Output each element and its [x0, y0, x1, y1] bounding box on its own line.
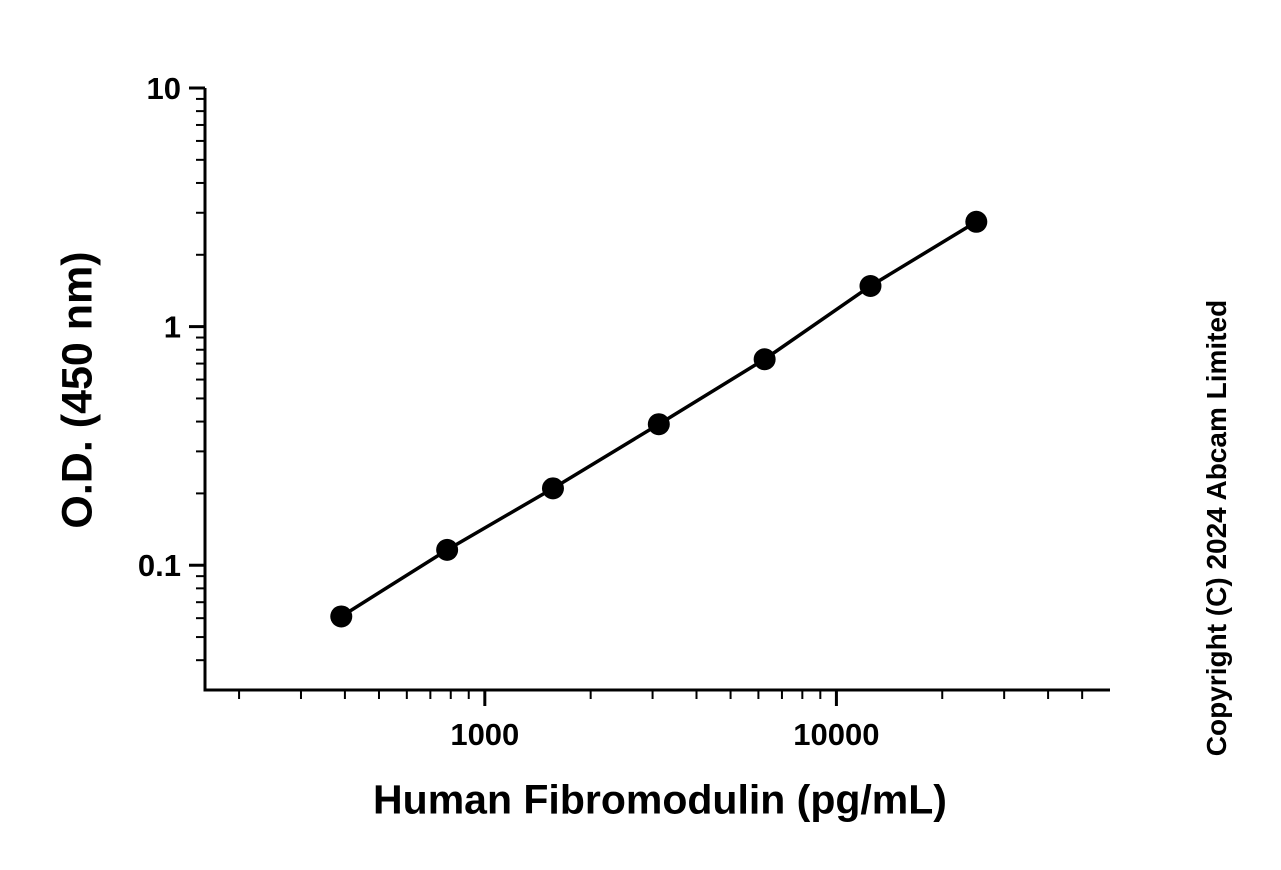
data-point [859, 274, 882, 297]
data-point [330, 605, 353, 628]
data-point [753, 348, 776, 371]
y-tick-label: 1 [164, 310, 181, 345]
x-axis-label: Human Fibromodulin (pg/mL) [373, 776, 947, 823]
y-tick-label: 10 [147, 71, 181, 106]
data-point [647, 413, 670, 436]
data-point [541, 477, 564, 500]
y-axis-label: O.D. (450 nm) [53, 251, 102, 529]
x-tick-label: 1000 [450, 717, 519, 752]
y-tick-label: 0.1 [138, 548, 181, 583]
data-point [436, 538, 459, 561]
data-point [965, 210, 988, 233]
x-tick-label: 10000 [793, 717, 879, 752]
copyright-text: Copyright (C) 2024 Abcam Limited [1201, 299, 1232, 757]
